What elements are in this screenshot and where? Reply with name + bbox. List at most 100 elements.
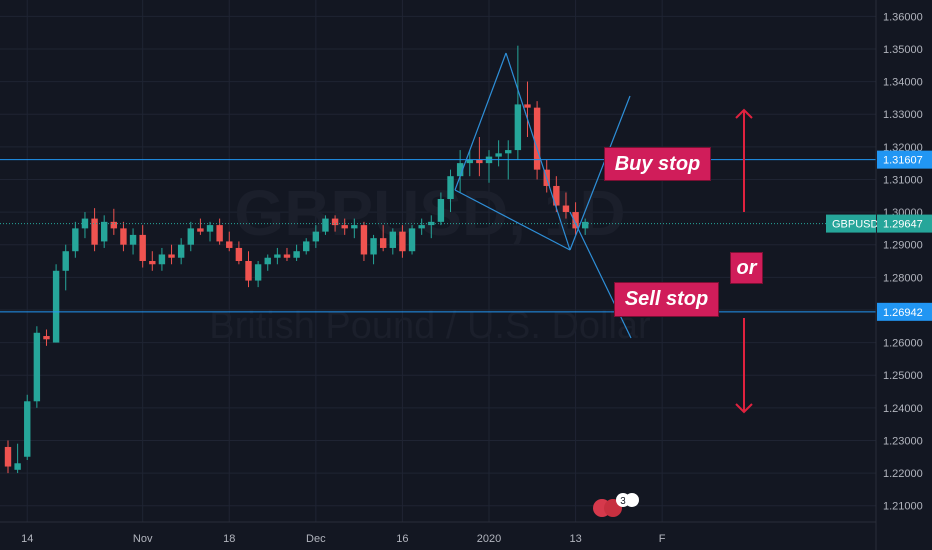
candle xyxy=(562,192,570,219)
candle xyxy=(495,140,502,167)
x-tick-label: 18 xyxy=(223,533,235,545)
candle xyxy=(110,208,118,235)
svg-text:1.31607: 1.31607 xyxy=(883,155,923,167)
y-tick-label: 1.21000 xyxy=(883,501,923,513)
watermark-subtitle: British Pound / U.S. Dollar xyxy=(209,305,651,347)
candle xyxy=(129,228,137,255)
candle xyxy=(24,394,31,461)
x-tick-label: Dec xyxy=(306,533,326,545)
candle xyxy=(254,261,262,288)
candle xyxy=(14,443,21,474)
candle xyxy=(408,225,416,255)
sell-stop-label: Sell stop xyxy=(614,282,719,317)
or-label: or xyxy=(730,252,763,284)
x-tick-label: F xyxy=(659,533,666,545)
x-tick-label: 16 xyxy=(396,533,408,545)
candle xyxy=(101,215,108,248)
y-tick-label: 1.36000 xyxy=(883,11,923,23)
candle xyxy=(245,251,252,288)
x-tick-label: 2020 xyxy=(477,533,501,545)
candle xyxy=(331,215,339,232)
candle xyxy=(216,218,223,245)
candles xyxy=(4,45,589,474)
candle xyxy=(264,254,271,271)
candle xyxy=(4,440,12,474)
y-tick-label: 1.34000 xyxy=(883,77,923,89)
candle xyxy=(466,150,473,177)
candle xyxy=(206,221,214,242)
candle xyxy=(379,225,387,252)
candle xyxy=(187,221,194,252)
candle xyxy=(389,228,396,255)
candle xyxy=(476,137,483,177)
y-tick-label: 1.22000 xyxy=(883,468,923,480)
y-tick-label: 1.24000 xyxy=(883,403,923,415)
x-tick-label: Nov xyxy=(133,533,153,545)
target-arrows xyxy=(735,108,753,414)
y-tick-label: 1.25000 xyxy=(883,370,923,382)
candle xyxy=(33,326,41,408)
candle xyxy=(514,45,522,160)
y-tick-label: 1.23000 xyxy=(883,435,923,447)
candle xyxy=(533,101,541,180)
candle xyxy=(149,251,156,271)
candle xyxy=(274,247,281,265)
candle xyxy=(418,218,425,235)
y-tick-label: 1.28000 xyxy=(883,272,923,284)
candle xyxy=(139,225,146,268)
candle xyxy=(370,234,377,265)
sell-stop-price-tag: 1.26942 xyxy=(877,302,932,321)
candle xyxy=(72,221,79,258)
svg-text:GBPUSD: GBPUSD xyxy=(832,219,879,231)
symbol-price-tag: GBPUSD 1.29647 xyxy=(826,214,932,233)
candle xyxy=(158,247,166,271)
candle xyxy=(197,218,204,235)
watermark-title: GBPUSD, 1D xyxy=(234,177,625,249)
price-tags: 1.31607 GBPUSD 1.29647 1.26942 xyxy=(826,150,932,321)
candle xyxy=(582,218,589,235)
candle xyxy=(283,247,291,261)
x-tick-label: 14 xyxy=(21,533,33,545)
candle xyxy=(312,225,320,248)
x-tick-label: 13 xyxy=(569,533,581,545)
horizontal-levels xyxy=(0,159,876,313)
y-axis: 1.21000 1.22000 1.23000 1.24000 1.25000 1.260… xyxy=(883,11,923,512)
candle xyxy=(43,329,50,346)
candle xyxy=(456,150,464,193)
candle xyxy=(226,231,233,252)
svg-text:1.29647: 1.29647 xyxy=(883,219,923,231)
candle xyxy=(235,241,243,265)
candle xyxy=(351,218,358,239)
candle xyxy=(322,215,329,235)
events-count: 3 xyxy=(620,496,626,507)
candle xyxy=(120,221,127,252)
candle xyxy=(52,264,60,343)
y-tick-label: 1.26000 xyxy=(883,338,923,350)
candle xyxy=(572,202,579,235)
candle xyxy=(81,212,89,239)
events-badge[interactable]: 3 xyxy=(593,493,639,517)
candle xyxy=(399,225,406,258)
y-tick-label: 1.31000 xyxy=(883,174,923,186)
svg-text:1.26942: 1.26942 xyxy=(883,307,923,319)
candle xyxy=(168,244,175,265)
candle xyxy=(177,238,185,265)
buy-stop-price-tag: 1.31607 xyxy=(877,150,932,169)
candle xyxy=(62,244,69,291)
candle xyxy=(428,215,435,239)
bat-pattern xyxy=(454,52,632,339)
candle xyxy=(293,244,300,261)
x-axis: 14 Nov 18 Dec 16 2020 13 F xyxy=(21,533,666,545)
candle xyxy=(360,221,368,261)
candle xyxy=(524,81,531,138)
y-tick-label: 1.33000 xyxy=(883,109,923,121)
candle xyxy=(91,208,98,252)
buy-stop-label: Buy stop xyxy=(604,147,711,181)
candle xyxy=(303,238,310,255)
candle xyxy=(437,192,445,226)
y-tick-label: 1.29000 xyxy=(883,240,923,252)
candle xyxy=(447,169,454,213)
y-tick-label: 1.35000 xyxy=(883,44,923,56)
